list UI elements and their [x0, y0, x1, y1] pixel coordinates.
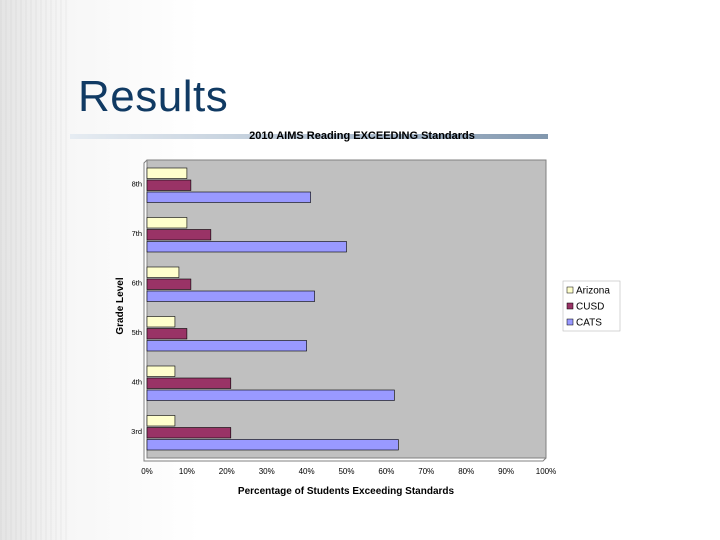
x-tick-label: 10% [179, 467, 195, 476]
plot-area [146, 159, 547, 459]
legend-swatch-arizona [566, 286, 574, 294]
bar-cats-4th [146, 389, 395, 401]
slide-title: Results [78, 72, 229, 121]
legend-label-arizona: Arizona [576, 286, 610, 297]
bar-cats-8th [146, 191, 311, 203]
legend-swatch-cats [566, 318, 574, 326]
bar-cusd-6th [146, 278, 192, 290]
bar-cusd-4th [146, 377, 232, 389]
bar-arizona-8th [146, 167, 188, 179]
x-tick-label: 0% [141, 467, 153, 476]
title-divider [70, 134, 548, 139]
x-tick-label: 100% [536, 467, 556, 476]
chart-title: 2010 AIMS Reading EXCEEDING Standards [249, 130, 475, 142]
legend-swatch-cusd [566, 302, 574, 310]
bar-cusd-3rd [146, 427, 232, 439]
bar-cusd-8th [146, 179, 192, 191]
y-axis-label: Grade Level [115, 277, 126, 334]
plot-area-depth [143, 159, 547, 462]
y-tick-label: 5th [132, 328, 142, 337]
legend-label-cats: CATS [576, 318, 602, 329]
y-tick-label: 3rd [131, 427, 142, 436]
bar-arizona-7th [146, 217, 188, 229]
x-tick-label: 30% [259, 467, 275, 476]
y-tick-label: 4th [132, 378, 142, 387]
x-tick-label: 60% [378, 467, 394, 476]
bar-cats-5th [146, 340, 307, 352]
y-tick-label: 8th [132, 180, 142, 189]
x-tick-label: 70% [418, 467, 434, 476]
x-tick-label: 80% [458, 467, 474, 476]
bar-arizona-3rd [146, 415, 176, 427]
x-tick-label: 90% [498, 467, 514, 476]
y-tick-label: 7th [132, 229, 142, 238]
bar-cusd-7th [146, 229, 212, 241]
bar-cusd-5th [146, 328, 188, 340]
bar-cats-7th [146, 241, 347, 253]
x-tick-label: 20% [219, 467, 235, 476]
bar-arizona-4th [146, 365, 176, 377]
bar-arizona-5th [146, 316, 176, 328]
x-axis-label: Percentage of Students Exceeding Standar… [238, 486, 455, 497]
bar-cats-6th [146, 290, 315, 302]
x-tick-label: 50% [338, 467, 354, 476]
background-stripes [0, 0, 70, 540]
bar-cats-3rd [146, 439, 399, 451]
legend-label-cusd: CUSD [576, 302, 604, 313]
x-tick-label: 40% [299, 467, 315, 476]
y-tick-label: 6th [132, 279, 142, 288]
bar-arizona-6th [146, 266, 180, 278]
